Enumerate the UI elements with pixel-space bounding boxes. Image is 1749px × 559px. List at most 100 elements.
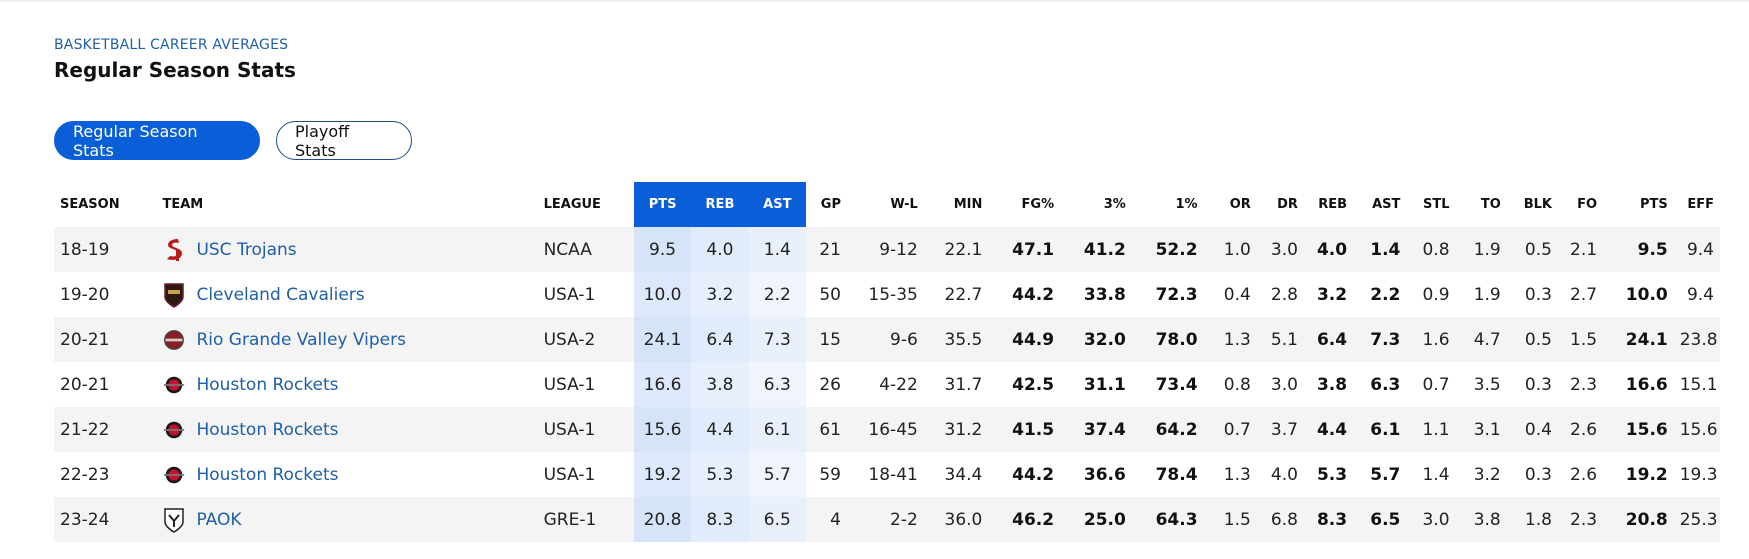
league-link[interactable]: USA-1 bbox=[543, 464, 596, 485]
cell-pts-highlight: 16.6 bbox=[633, 362, 692, 407]
team-link[interactable]: Cleveland Cavaliers bbox=[196, 284, 365, 305]
league-link[interactable]: USA-1 bbox=[537, 407, 634, 452]
col-pts-highlight[interactable]: PTS bbox=[633, 182, 692, 227]
col-min[interactable]: MIN bbox=[953, 197, 983, 212]
team-link[interactable]: Houston Rockets bbox=[196, 464, 339, 485]
cell-ast-highlight: 6.3 bbox=[748, 362, 807, 407]
team-link[interactable]: Houston Rockets bbox=[196, 374, 339, 395]
cell-min: 31.2 bbox=[923, 407, 989, 452]
cell-to: 3.5 bbox=[1473, 374, 1501, 395]
section-eyebrow: BASKETBALL CAREER AVERAGES bbox=[54, 37, 289, 53]
cell-blk: 0.5 bbox=[1506, 317, 1558, 362]
cell-ast2: 5.7 bbox=[1370, 464, 1401, 485]
cell-fo: 2.3 bbox=[1570, 374, 1598, 395]
season-link[interactable]: 18-19 bbox=[54, 227, 157, 272]
col-blk[interactable]: BLK bbox=[1523, 197, 1552, 212]
team-cell: Houston Rockets bbox=[162, 373, 531, 397]
cell-eff: 15.6 bbox=[1673, 407, 1720, 452]
cell-min: 22.7 bbox=[944, 284, 983, 305]
houston-rockets-logo bbox=[162, 373, 186, 397]
col-gp[interactable]: GP bbox=[820, 197, 841, 212]
season-link[interactable]: 21-22 bbox=[54, 407, 157, 452]
usc-trojans-logo bbox=[162, 238, 186, 262]
houston-rockets-logo bbox=[162, 463, 186, 487]
cell-ft: 73.4 bbox=[1155, 374, 1198, 395]
league-link[interactable]: USA-1 bbox=[543, 284, 596, 305]
season-link[interactable]: 23-24 bbox=[54, 497, 157, 542]
cell-three: 37.4 bbox=[1060, 407, 1132, 452]
cell-gp: 59 bbox=[819, 464, 841, 485]
col-reb-highlight[interactable]: REB bbox=[691, 182, 749, 227]
league-link[interactable]: USA-2 bbox=[537, 317, 634, 362]
tab-regular-season[interactable]: Regular Season Stats bbox=[54, 121, 260, 160]
cell-fo: 2.6 bbox=[1570, 464, 1598, 485]
team-cell: Rio Grande Valley Vipers bbox=[162, 328, 531, 352]
cell-dr: 3.0 bbox=[1270, 374, 1298, 395]
tab-playoffs[interactable]: Playoff Stats bbox=[276, 121, 412, 160]
col-three-pct[interactable]: 3% bbox=[1103, 197, 1126, 212]
team-link[interactable]: PAOK bbox=[196, 509, 242, 530]
cell-min: 22.1 bbox=[923, 227, 989, 272]
cell-or: 1.3 bbox=[1203, 317, 1257, 362]
cell-to: 1.9 bbox=[1473, 284, 1501, 305]
cell-pts-highlight: 24.1 bbox=[633, 317, 692, 362]
col-to[interactable]: TO bbox=[1480, 197, 1501, 212]
cell-reb2: 8.3 bbox=[1303, 497, 1354, 542]
league-link[interactable]: NCAA bbox=[537, 227, 634, 272]
season-link[interactable]: 20-21 bbox=[54, 317, 157, 362]
cell-blk: 0.3 bbox=[1524, 464, 1552, 485]
cell-ast2: 6.5 bbox=[1353, 497, 1407, 542]
col-eff[interactable]: EFF bbox=[1687, 197, 1714, 212]
cell-three: 32.0 bbox=[1060, 317, 1132, 362]
col-ft-pct[interactable]: 1% bbox=[1175, 197, 1198, 212]
team-cell: Houston Rockets bbox=[162, 463, 531, 487]
cell-fo: 2.6 bbox=[1557, 407, 1604, 452]
cell-pts2: 15.6 bbox=[1603, 407, 1674, 452]
cell-or: 1.5 bbox=[1203, 497, 1257, 542]
team-link[interactable]: USC Trojans bbox=[196, 239, 297, 260]
cell-pts2: 9.5 bbox=[1603, 227, 1674, 272]
col-reb[interactable]: REB bbox=[1318, 197, 1348, 212]
cell-pts2: 19.2 bbox=[1625, 464, 1668, 485]
team-link[interactable]: Houston Rockets bbox=[196, 419, 339, 440]
season-link[interactable]: 22-23 bbox=[60, 464, 110, 485]
cell-eff: 23.8 bbox=[1673, 317, 1720, 362]
col-stl[interactable]: STL bbox=[1423, 197, 1450, 212]
cell-ft: 72.3 bbox=[1155, 284, 1198, 305]
cell-gp: 15 bbox=[806, 317, 847, 362]
cell-pts2: 20.8 bbox=[1603, 497, 1674, 542]
col-dr[interactable]: DR bbox=[1277, 197, 1298, 212]
col-league[interactable]: LEAGUE bbox=[543, 197, 601, 212]
cell-blk: 0.3 bbox=[1524, 284, 1552, 305]
col-wl[interactable]: W-L bbox=[890, 197, 918, 212]
cell-ft: 64.3 bbox=[1131, 497, 1204, 542]
cell-reb-highlight: 6.4 bbox=[691, 317, 749, 362]
rgv-vipers-logo bbox=[162, 328, 186, 352]
cell-stl: 0.7 bbox=[1422, 374, 1450, 395]
cell-or: 0.4 bbox=[1223, 284, 1251, 305]
league-link[interactable]: GRE-1 bbox=[537, 497, 634, 542]
cell-wl: 15-35 bbox=[868, 284, 918, 305]
cell-or: 1.0 bbox=[1203, 227, 1257, 272]
page-title: Regular Season Stats bbox=[54, 58, 296, 82]
season-link[interactable]: 19-20 bbox=[60, 284, 110, 305]
season-link[interactable]: 20-21 bbox=[60, 374, 110, 395]
col-pts[interactable]: PTS bbox=[1639, 197, 1668, 212]
cell-three: 36.6 bbox=[1083, 464, 1126, 485]
col-ast[interactable]: AST bbox=[1372, 197, 1401, 212]
cell-reb2: 3.2 bbox=[1316, 284, 1348, 305]
team-link[interactable]: Rio Grande Valley Vipers bbox=[196, 329, 406, 350]
league-link[interactable]: USA-1 bbox=[543, 374, 596, 395]
cell-min: 34.4 bbox=[944, 464, 983, 485]
col-ast-highlight[interactable]: AST bbox=[748, 182, 807, 227]
cell-pts-highlight: 10.0 bbox=[633, 272, 692, 317]
col-team[interactable]: TEAM bbox=[162, 197, 204, 212]
cell-ft: 78.0 bbox=[1131, 317, 1204, 362]
col-season[interactable]: SEASON bbox=[60, 197, 120, 212]
col-fg-pct[interactable]: FG% bbox=[1021, 197, 1055, 212]
col-or[interactable]: OR bbox=[1229, 197, 1251, 212]
col-fo[interactable]: FO bbox=[1577, 197, 1598, 212]
cell-wl: 18-41 bbox=[868, 464, 918, 485]
cell-ft: 52.2 bbox=[1131, 227, 1204, 272]
table-row: 21-22 Houston Rockets USA-1 15.6 4.4 6.1 61 16-… bbox=[54, 407, 1720, 452]
